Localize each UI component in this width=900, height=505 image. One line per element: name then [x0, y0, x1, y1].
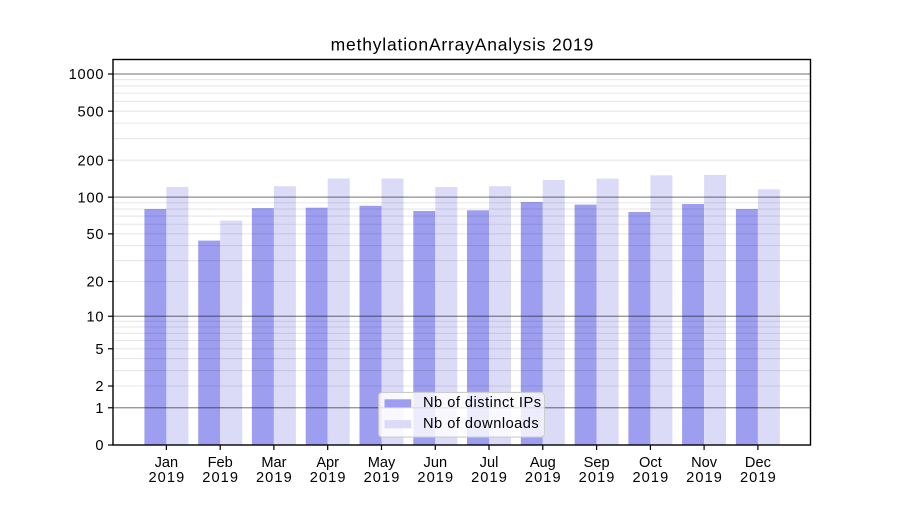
svg-text:2: 2: [95, 379, 104, 395]
svg-text:Aug: Aug: [530, 455, 556, 471]
svg-text:20: 20: [86, 275, 104, 291]
svg-text:Jul: Jul: [480, 455, 499, 471]
svg-text:50: 50: [86, 227, 104, 243]
svg-text:2019: 2019: [417, 470, 454, 486]
svg-text:May: May: [368, 455, 396, 471]
svg-text:2019: 2019: [525, 470, 562, 486]
svg-text:Mar: Mar: [261, 455, 286, 471]
svg-text:Feb: Feb: [208, 455, 233, 471]
svg-text:2019: 2019: [364, 470, 401, 486]
svg-text:10: 10: [86, 309, 104, 325]
svg-text:Apr: Apr: [316, 455, 339, 471]
svg-text:Nov: Nov: [691, 455, 718, 471]
svg-text:2019: 2019: [471, 470, 508, 486]
svg-text:Jun: Jun: [424, 455, 448, 471]
svg-text:2019: 2019: [632, 470, 669, 486]
svg-text:1: 1: [95, 401, 104, 417]
svg-text:methylationArrayAnalysis 2019: methylationArrayAnalysis 2019: [331, 35, 594, 55]
svg-text:2019: 2019: [256, 470, 293, 486]
svg-text:Jan: Jan: [155, 455, 179, 471]
svg-text:Nb of distinct IPs: Nb of distinct IPs: [423, 395, 542, 411]
svg-text:5: 5: [95, 342, 104, 358]
svg-text:1000: 1000: [69, 67, 105, 83]
svg-text:2019: 2019: [740, 470, 777, 486]
svg-text:Sep: Sep: [584, 455, 610, 471]
svg-text:2019: 2019: [202, 470, 239, 486]
svg-text:200: 200: [78, 153, 105, 169]
svg-text:2019: 2019: [579, 470, 616, 486]
svg-text:2019: 2019: [686, 470, 723, 486]
svg-text:0: 0: [95, 438, 104, 454]
svg-text:2019: 2019: [310, 470, 347, 486]
svg-text:2019: 2019: [148, 470, 185, 486]
svg-text:Dec: Dec: [745, 455, 771, 471]
svg-text:100: 100: [78, 190, 105, 206]
svg-text:Nb of downloads: Nb of downloads: [423, 416, 539, 432]
svg-text:500: 500: [78, 104, 105, 120]
svg-text:Oct: Oct: [639, 455, 662, 471]
